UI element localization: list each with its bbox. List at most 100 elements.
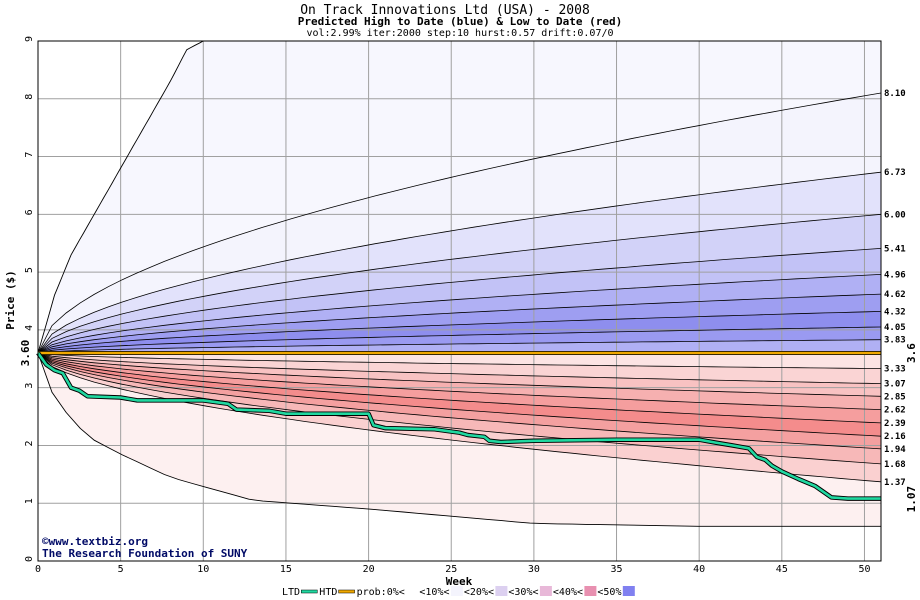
outer-high-region <box>38 41 881 353</box>
end-value-label: 5.41 <box>884 244 906 254</box>
x-tick-label: 50 <box>858 564 870 575</box>
right-end-price-label: 1.07 <box>905 486 918 512</box>
y-tick-label: 4 <box>24 325 35 331</box>
band-boundary <box>37 311 882 354</box>
band-boundary <box>37 352 882 369</box>
end-value-label: 2.62 <box>884 406 906 416</box>
legend-color-swatch <box>406 586 419 596</box>
legend-label: <40%< <box>553 587 583 598</box>
end-value-label: 4.05 <box>884 323 906 333</box>
start-price-label: 3.60 <box>19 340 32 367</box>
x-tick-label: 15 <box>280 564 292 575</box>
y-tick-label: 5 <box>24 267 35 273</box>
y-tick-label: 1 <box>24 498 35 504</box>
x-tick-label: 20 <box>363 564 375 575</box>
y-tick-label: 7 <box>24 152 35 158</box>
chart-params: vol:2.99% iter:2000 step:10 hurst:0.57 d… <box>306 28 613 39</box>
band-boundary <box>37 92 882 354</box>
end-value-label: 1.37 <box>884 478 906 488</box>
end-value-label: 3.83 <box>884 336 906 346</box>
end-value-label: 4.62 <box>884 290 906 300</box>
band-boundary <box>37 352 882 465</box>
band-boundary <box>37 352 882 424</box>
high-band <box>38 311 881 353</box>
right-start-price-label: 3.6 <box>905 343 918 363</box>
y-tick-label: 9 <box>24 36 35 42</box>
legend-color-swatch <box>539 586 552 596</box>
legend: LTD HTD prob:0%< <10%< <20%< <30%< <40%< <50% <box>282 586 635 598</box>
low-band <box>38 353 881 369</box>
high-band <box>38 294 881 353</box>
end-value-label: 1.94 <box>884 445 906 455</box>
high-band <box>38 248 881 353</box>
end-value-label: 6.73 <box>884 168 906 178</box>
end-value-label: 6.00 <box>884 210 906 220</box>
high-band <box>38 93 881 353</box>
low-band <box>38 353 881 410</box>
low-band <box>38 353 881 464</box>
end-value-label: 4.32 <box>884 307 906 317</box>
high-band <box>38 172 881 353</box>
low-band <box>38 353 881 482</box>
band-boundary <box>37 352 882 450</box>
chart-title: On Track Innovations Ltd (USA) - 2008 <box>300 3 590 18</box>
end-value-label: 4.96 <box>884 270 906 280</box>
x-tick-label: 40 <box>693 564 705 575</box>
band-boundary <box>37 326 882 354</box>
probability-bands <box>38 41 881 527</box>
credit-line-2: The Research Foundation of SUNY <box>42 547 248 560</box>
legend-label: <10%< <box>419 587 449 598</box>
x-tick-label: 45 <box>776 564 788 575</box>
outer-low-region <box>38 353 881 527</box>
high-band <box>38 339 881 353</box>
x-tick-label: 0 <box>35 564 41 575</box>
legend-line-swatch <box>338 589 355 594</box>
end-value-label: 3.33 <box>884 365 906 375</box>
legend-color-swatch <box>584 586 597 596</box>
x-tick-label: 10 <box>197 564 209 575</box>
end-value-label: 2.85 <box>884 392 906 402</box>
chart-subtitle: Predicted High to Date (blue) & Low to D… <box>298 15 623 28</box>
band-boundary <box>37 274 882 354</box>
x-tick-label: 5 <box>118 564 124 575</box>
end-value-label: 1.68 <box>884 460 906 470</box>
band-boundary <box>37 293 882 354</box>
legend-color-swatch <box>495 586 508 596</box>
outer-high-line <box>37 40 204 354</box>
band-boundary <box>37 352 882 397</box>
legend-label: LTD <box>282 587 300 598</box>
ltd-line <box>36 352 881 500</box>
legend-label: <20%< <box>464 587 494 598</box>
high-band <box>38 274 881 353</box>
band-boundary <box>37 352 882 384</box>
low-band <box>38 353 881 437</box>
x-tick-label: 25 <box>445 564 457 575</box>
legend-label: <30%< <box>508 587 538 598</box>
y-tick-label: 6 <box>24 209 35 215</box>
band-boundary <box>37 248 882 354</box>
outer-low-line <box>37 352 881 527</box>
legend-color-swatch <box>450 586 463 596</box>
low-band <box>38 353 881 423</box>
band-boundary <box>37 352 882 437</box>
legend-label: prob:0%< <box>357 587 405 598</box>
low-band <box>38 353 881 397</box>
legend-label: <50% <box>597 587 621 598</box>
y-tick-label: 2 <box>24 440 35 446</box>
end-value-label: 2.16 <box>884 432 906 442</box>
band-boundary <box>37 213 882 354</box>
high-band <box>38 214 881 353</box>
band-boundary <box>37 339 882 354</box>
series-lines <box>36 40 882 527</box>
low-band <box>38 353 881 449</box>
end-value-label: 3.07 <box>884 380 906 390</box>
band-boundary <box>37 171 882 354</box>
y-axis-label: Price ($) <box>4 270 17 330</box>
y-tick-label: 3 <box>24 383 35 389</box>
band-boundary <box>37 352 882 410</box>
end-value-label: 2.39 <box>884 419 906 429</box>
x-tick-label: 30 <box>528 564 540 575</box>
credit-line-1: ©www.textbiz.org <box>42 535 148 548</box>
